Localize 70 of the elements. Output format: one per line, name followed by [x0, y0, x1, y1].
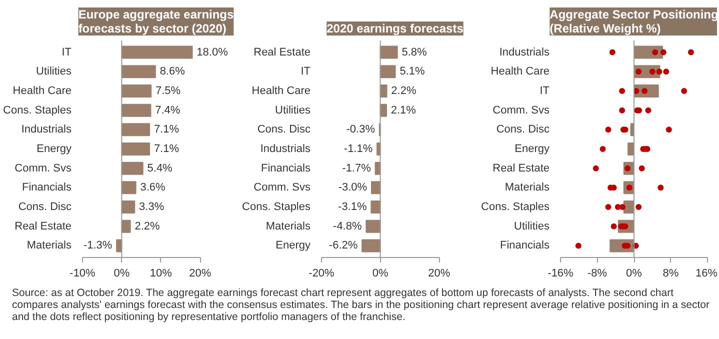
y-tick-label: Materials — [504, 182, 550, 194]
y-tick-label: Utilities — [36, 66, 72, 78]
y-tick-label: IT — [300, 66, 311, 78]
data-label: 18.0% — [196, 46, 228, 58]
y-tick-label: Real Estate — [492, 162, 550, 174]
chart-title: Europe aggregate earnings forecasts by sector (2020) — [78, 8, 234, 36]
y-tick-label: Cons. Disc — [257, 124, 311, 136]
y-tick-label: Utilities — [514, 220, 550, 232]
data-label: 7.5% — [156, 84, 181, 97]
y-tick-label: Energy — [36, 143, 72, 155]
y-tick-label: Cons. Staples — [481, 201, 550, 214]
data-label: 3.3% — [139, 201, 164, 214]
y-tick-label: Industrials — [499, 46, 550, 58]
data-label: -1.7% — [342, 162, 372, 174]
data-label: 3.6% — [140, 182, 166, 194]
y-tick-label: Energy — [276, 240, 311, 252]
data-label: 8.6% — [160, 66, 186, 78]
source-note: Source: as at October 2019. The aggregate earnings forecast chart represent aggregates of bottom up forecasts of analysts. The second chart compares analysts' earnings forecast with the consensus estimates. The bars in the positioning chart represent average relative positioning in a sector and the dots reflect positioning by representative portfolio managers of the franchise. — [12, 287, 711, 324]
x-tick-label: -10% — [70, 268, 96, 280]
y-tick-label: Comm. Svs — [14, 162, 72, 174]
y-tick-label: Comm. Svs — [254, 182, 311, 194]
data-label: -3.1% — [338, 201, 367, 214]
data-label: -1.3% — [83, 240, 112, 252]
y-tick-label: Financials — [22, 182, 72, 194]
x-tick-label: 0% — [114, 268, 130, 280]
data-label: -3.0% — [338, 182, 368, 194]
x-tick-label: -16% — [548, 268, 574, 280]
data-label: -6.2% — [328, 240, 358, 252]
x-tick-label: -8% — [587, 268, 608, 280]
y-tick-label: Utilities — [275, 104, 311, 116]
x-tick-label: 8% — [662, 268, 679, 280]
y-tick-label: Materials — [26, 240, 72, 252]
y-tick-label: Health Care — [252, 84, 311, 97]
x-tick-label: 20% — [189, 268, 212, 280]
x-tick-label: 0% — [372, 268, 388, 280]
data-label: 5.8% — [402, 46, 428, 58]
y-tick-label: Cons. Disc — [496, 124, 550, 136]
y-tick-label: Health Care — [490, 66, 550, 78]
data-label: -1.1% — [344, 143, 373, 155]
y-tick-label: Financials — [260, 162, 311, 174]
y-tick-label: Financials — [500, 240, 550, 252]
data-label: 2.2% — [391, 84, 416, 97]
y-tick-label: IT — [540, 84, 550, 97]
data-label: 2.1% — [390, 104, 416, 116]
y-tick-label: Real Estate — [14, 220, 72, 232]
y-tick-label: Energy — [514, 143, 550, 155]
y-tick-label: IT — [62, 46, 72, 58]
data-label: -0.3% — [346, 124, 376, 136]
x-tick-label: 10% — [150, 268, 172, 280]
data-label: 7.4% — [155, 104, 180, 116]
y-tick-label: Cons. Staples — [3, 104, 72, 116]
data-label: -4.8% — [333, 220, 362, 232]
chart-title: 2020 earnings forecasts — [326, 22, 464, 36]
data-label: 5.4% — [147, 162, 173, 174]
x-tick-label: 20% — [428, 268, 450, 280]
data-label: 7.1% — [154, 124, 180, 136]
x-tick-label: -20% — [308, 268, 335, 280]
data-label: 2.2% — [134, 220, 160, 232]
x-tick-label: 0% — [626, 268, 642, 280]
y-tick-label: Comm. Svs — [492, 104, 550, 116]
data-label: 5.1% — [400, 66, 425, 78]
data-label: 7.1% — [154, 143, 180, 155]
y-tick-label: Real Estate — [254, 46, 311, 58]
y-tick-label: Health Care — [12, 84, 72, 97]
y-tick-label: Industrials — [21, 124, 72, 136]
y-tick-label: Materials — [266, 220, 311, 232]
y-tick-label: Cons. Disc — [18, 201, 72, 214]
y-tick-label: Cons. Staples — [242, 201, 311, 214]
x-tick-label: 16% — [695, 268, 718, 280]
y-tick-label: Industrials — [260, 143, 311, 155]
